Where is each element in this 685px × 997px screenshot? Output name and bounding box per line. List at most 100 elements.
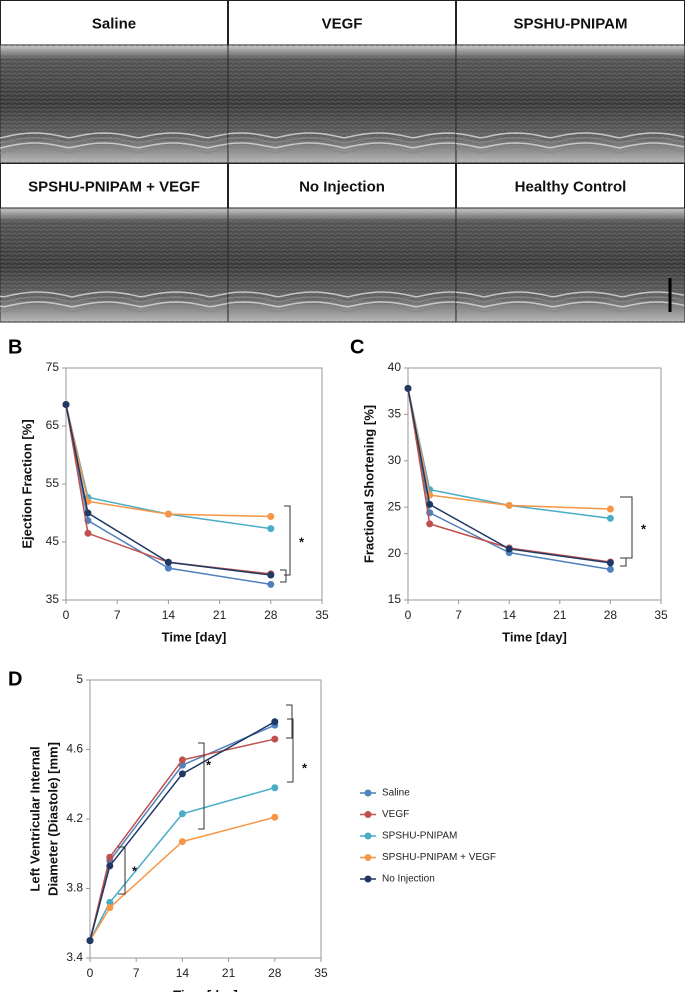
y-tick-label: 65 bbox=[46, 418, 60, 432]
echo-wall bbox=[455, 147, 685, 154]
data-point bbox=[505, 545, 513, 553]
y-tick-label: 5 bbox=[76, 672, 83, 686]
echo-wall bbox=[0, 137, 229, 144]
panel-label: Saline bbox=[92, 15, 136, 32]
series-line bbox=[65, 404, 271, 575]
echo-wall bbox=[455, 137, 685, 144]
echo-wall bbox=[0, 142, 229, 149]
significance-mark: * bbox=[302, 760, 308, 775]
data-point bbox=[178, 838, 186, 846]
panel-letter: B bbox=[8, 336, 22, 358]
legend-label: Saline bbox=[382, 788, 410, 799]
significance-mark: * bbox=[206, 757, 212, 772]
significance-mark: * bbox=[132, 863, 138, 878]
y-tick-label: 40 bbox=[388, 360, 402, 374]
series-line bbox=[89, 816, 275, 942]
y-axis-label: Left Ventricular Internal bbox=[27, 746, 42, 891]
data-point bbox=[86, 937, 94, 945]
series-line bbox=[65, 404, 271, 530]
legend-marker bbox=[364, 875, 372, 883]
data-point bbox=[606, 514, 614, 522]
data-point bbox=[505, 501, 513, 509]
data-point bbox=[106, 862, 114, 870]
panel-label: No Injection bbox=[299, 178, 385, 195]
series-line bbox=[65, 404, 271, 586]
y-tick-label: 3.4 bbox=[66, 950, 83, 964]
echo-wall bbox=[227, 132, 457, 139]
panel-letter: D bbox=[8, 668, 22, 690]
y-tick-label: 4.2 bbox=[66, 811, 83, 825]
x-tick-label: 28 bbox=[264, 608, 278, 622]
series-line bbox=[89, 721, 276, 941]
y-tick-label: 55 bbox=[46, 476, 60, 490]
echo-texture bbox=[228, 45, 456, 163]
data-point bbox=[164, 564, 172, 572]
plot-frame bbox=[89, 679, 322, 959]
echo-wall bbox=[455, 132, 685, 139]
panel-label: SPSHU-PNIPAM bbox=[514, 15, 628, 32]
significance-bracket bbox=[287, 718, 294, 783]
data-point bbox=[267, 512, 275, 520]
legend-marker bbox=[364, 832, 372, 840]
echo-wall bbox=[455, 306, 685, 313]
legend-label: SPSHU-PNIPAM + VEGF bbox=[382, 852, 496, 863]
panel-label: SPSHU-PNIPAM + VEGF bbox=[28, 178, 200, 195]
echo-wall bbox=[227, 137, 457, 144]
y-tick-label: 75 bbox=[46, 360, 60, 374]
echo-wall bbox=[227, 142, 457, 149]
y-tick-label: 30 bbox=[388, 453, 402, 467]
label-cell bbox=[228, 0, 456, 46]
significance-mark: * bbox=[641, 521, 647, 536]
y-tick-label: 15 bbox=[388, 592, 402, 606]
x-tick-label: 35 bbox=[654, 608, 668, 622]
series-line bbox=[89, 738, 275, 941]
x-axis-label: Time [day] bbox=[502, 629, 567, 644]
panel-letter: C bbox=[350, 336, 364, 358]
y-tick-label: 25 bbox=[388, 499, 402, 513]
data-point bbox=[271, 784, 279, 792]
significance-bracket bbox=[284, 505, 291, 576]
x-tick-label: 0 bbox=[87, 966, 94, 980]
series-line bbox=[65, 404, 271, 576]
x-tick-label: 0 bbox=[405, 608, 412, 622]
x-tick-label: 35 bbox=[314, 966, 328, 980]
label-cell bbox=[0, 163, 228, 209]
data-point bbox=[178, 770, 186, 778]
data-point bbox=[267, 571, 275, 579]
echo-texture bbox=[228, 208, 456, 322]
x-tick-label: 35 bbox=[315, 608, 329, 622]
significance-bracket bbox=[280, 569, 287, 583]
legend-label: SPSHU-PNIPAM bbox=[382, 831, 457, 842]
x-tick-label: 7 bbox=[114, 608, 121, 622]
echo-wall bbox=[227, 291, 457, 298]
x-tick-label: 14 bbox=[162, 608, 176, 622]
series-line bbox=[89, 787, 276, 941]
echo-texture bbox=[0, 208, 228, 322]
x-tick-label: 21 bbox=[553, 608, 567, 622]
data-point bbox=[404, 384, 412, 392]
echo-wall bbox=[455, 291, 685, 298]
data-point bbox=[106, 898, 114, 906]
y-tick-label: 45 bbox=[46, 534, 60, 548]
data-point bbox=[84, 509, 92, 517]
x-axis-label: Time [day] bbox=[162, 629, 227, 644]
data-point bbox=[164, 510, 172, 518]
y-tick-label: 35 bbox=[46, 592, 60, 606]
legend-marker bbox=[364, 789, 372, 797]
data-point bbox=[426, 520, 434, 528]
data-point bbox=[271, 813, 279, 821]
data-point bbox=[606, 505, 614, 513]
significance-bracket bbox=[620, 496, 633, 559]
data-point bbox=[178, 810, 186, 818]
y-axis-label: Ejection Fraction [%] bbox=[19, 419, 34, 548]
x-tick-label: 14 bbox=[176, 966, 190, 980]
series-line bbox=[407, 388, 611, 520]
data-point bbox=[164, 558, 172, 566]
panel-label: Healthy Control bbox=[515, 178, 627, 195]
legend-marker bbox=[364, 811, 372, 818]
echo-wall bbox=[0, 306, 229, 313]
series-line bbox=[407, 388, 611, 510]
data-point bbox=[106, 853, 114, 861]
data-point bbox=[426, 500, 434, 508]
x-axis-label: Time [day] bbox=[173, 987, 238, 992]
